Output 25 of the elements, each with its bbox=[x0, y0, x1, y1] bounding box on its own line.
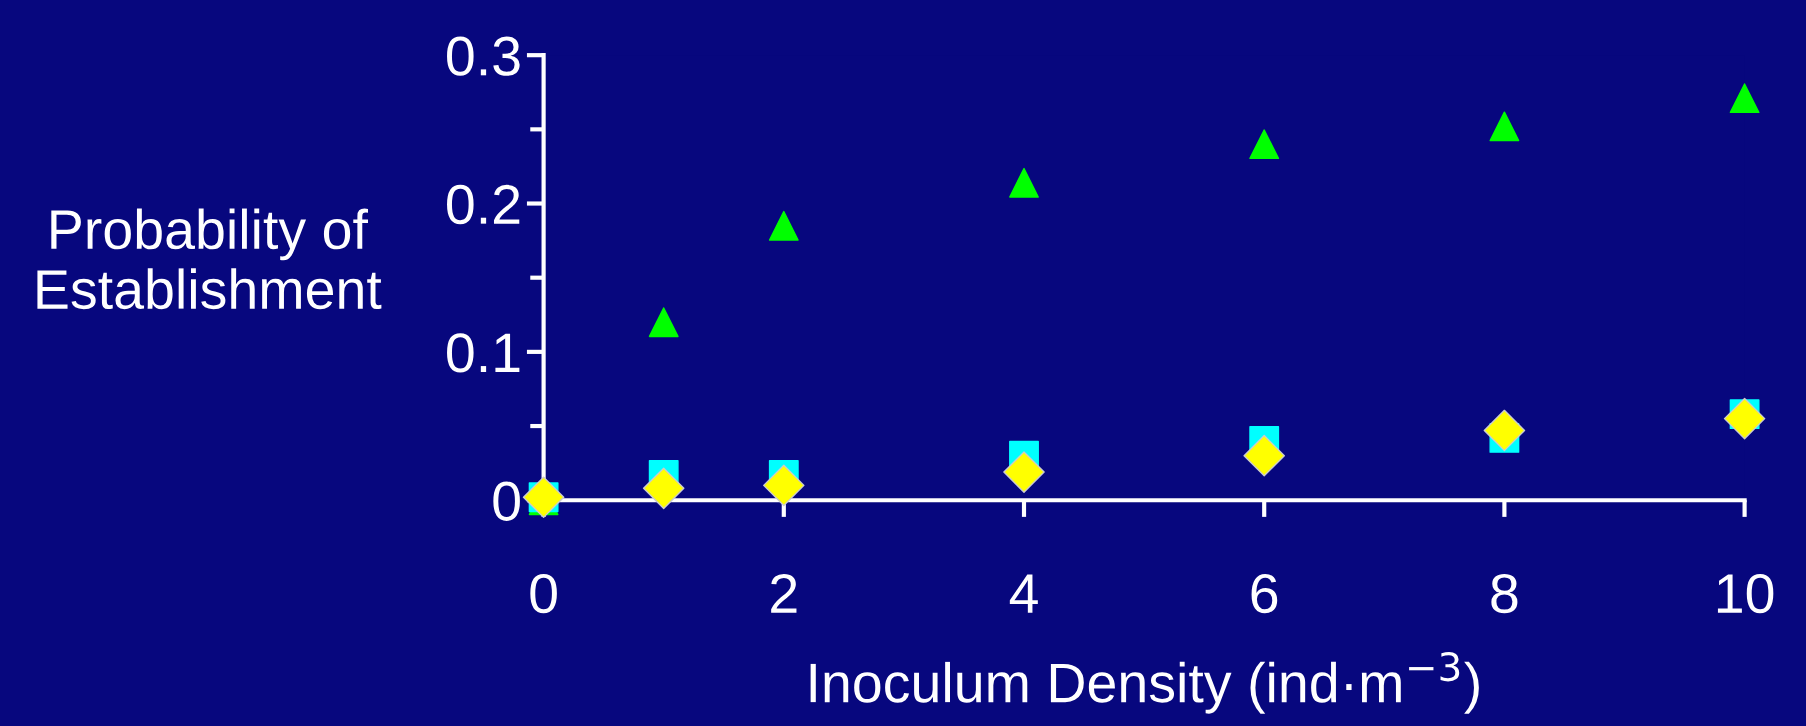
x-tick-label: 4 bbox=[1009, 574, 1038, 613]
point bbox=[1723, 397, 1766, 440]
point bbox=[1003, 451, 1045, 493]
x-tick-label: 10 bbox=[1717, 573, 1774, 614]
point bbox=[1243, 434, 1286, 477]
point bbox=[648, 307, 679, 338]
y-axis-title: Probability of Establishment bbox=[37, 208, 382, 310]
x-tick-label: 0 bbox=[530, 573, 557, 614]
y-tick-label: 0 bbox=[493, 481, 520, 521]
point bbox=[1489, 111, 1520, 142]
point bbox=[522, 476, 565, 519]
point bbox=[1009, 167, 1039, 198]
point bbox=[1483, 409, 1526, 452]
y-tick-label: 0.1 bbox=[447, 333, 520, 373]
x-tick-label: 2 bbox=[771, 573, 797, 613]
point bbox=[1249, 129, 1280, 160]
point bbox=[768, 210, 799, 241]
x-tick-label: 8 bbox=[1491, 573, 1518, 614]
x-axis-title: Inoculum Density (ind·m$^{−3}$) bbox=[810, 652, 1479, 714]
point bbox=[762, 464, 805, 507]
point bbox=[642, 467, 685, 510]
y-tick-label: 0.3 bbox=[447, 36, 520, 76]
point bbox=[1729, 83, 1760, 114]
x-tick-label: 6 bbox=[1251, 573, 1278, 614]
y-tick-label: 0.2 bbox=[447, 184, 520, 225]
